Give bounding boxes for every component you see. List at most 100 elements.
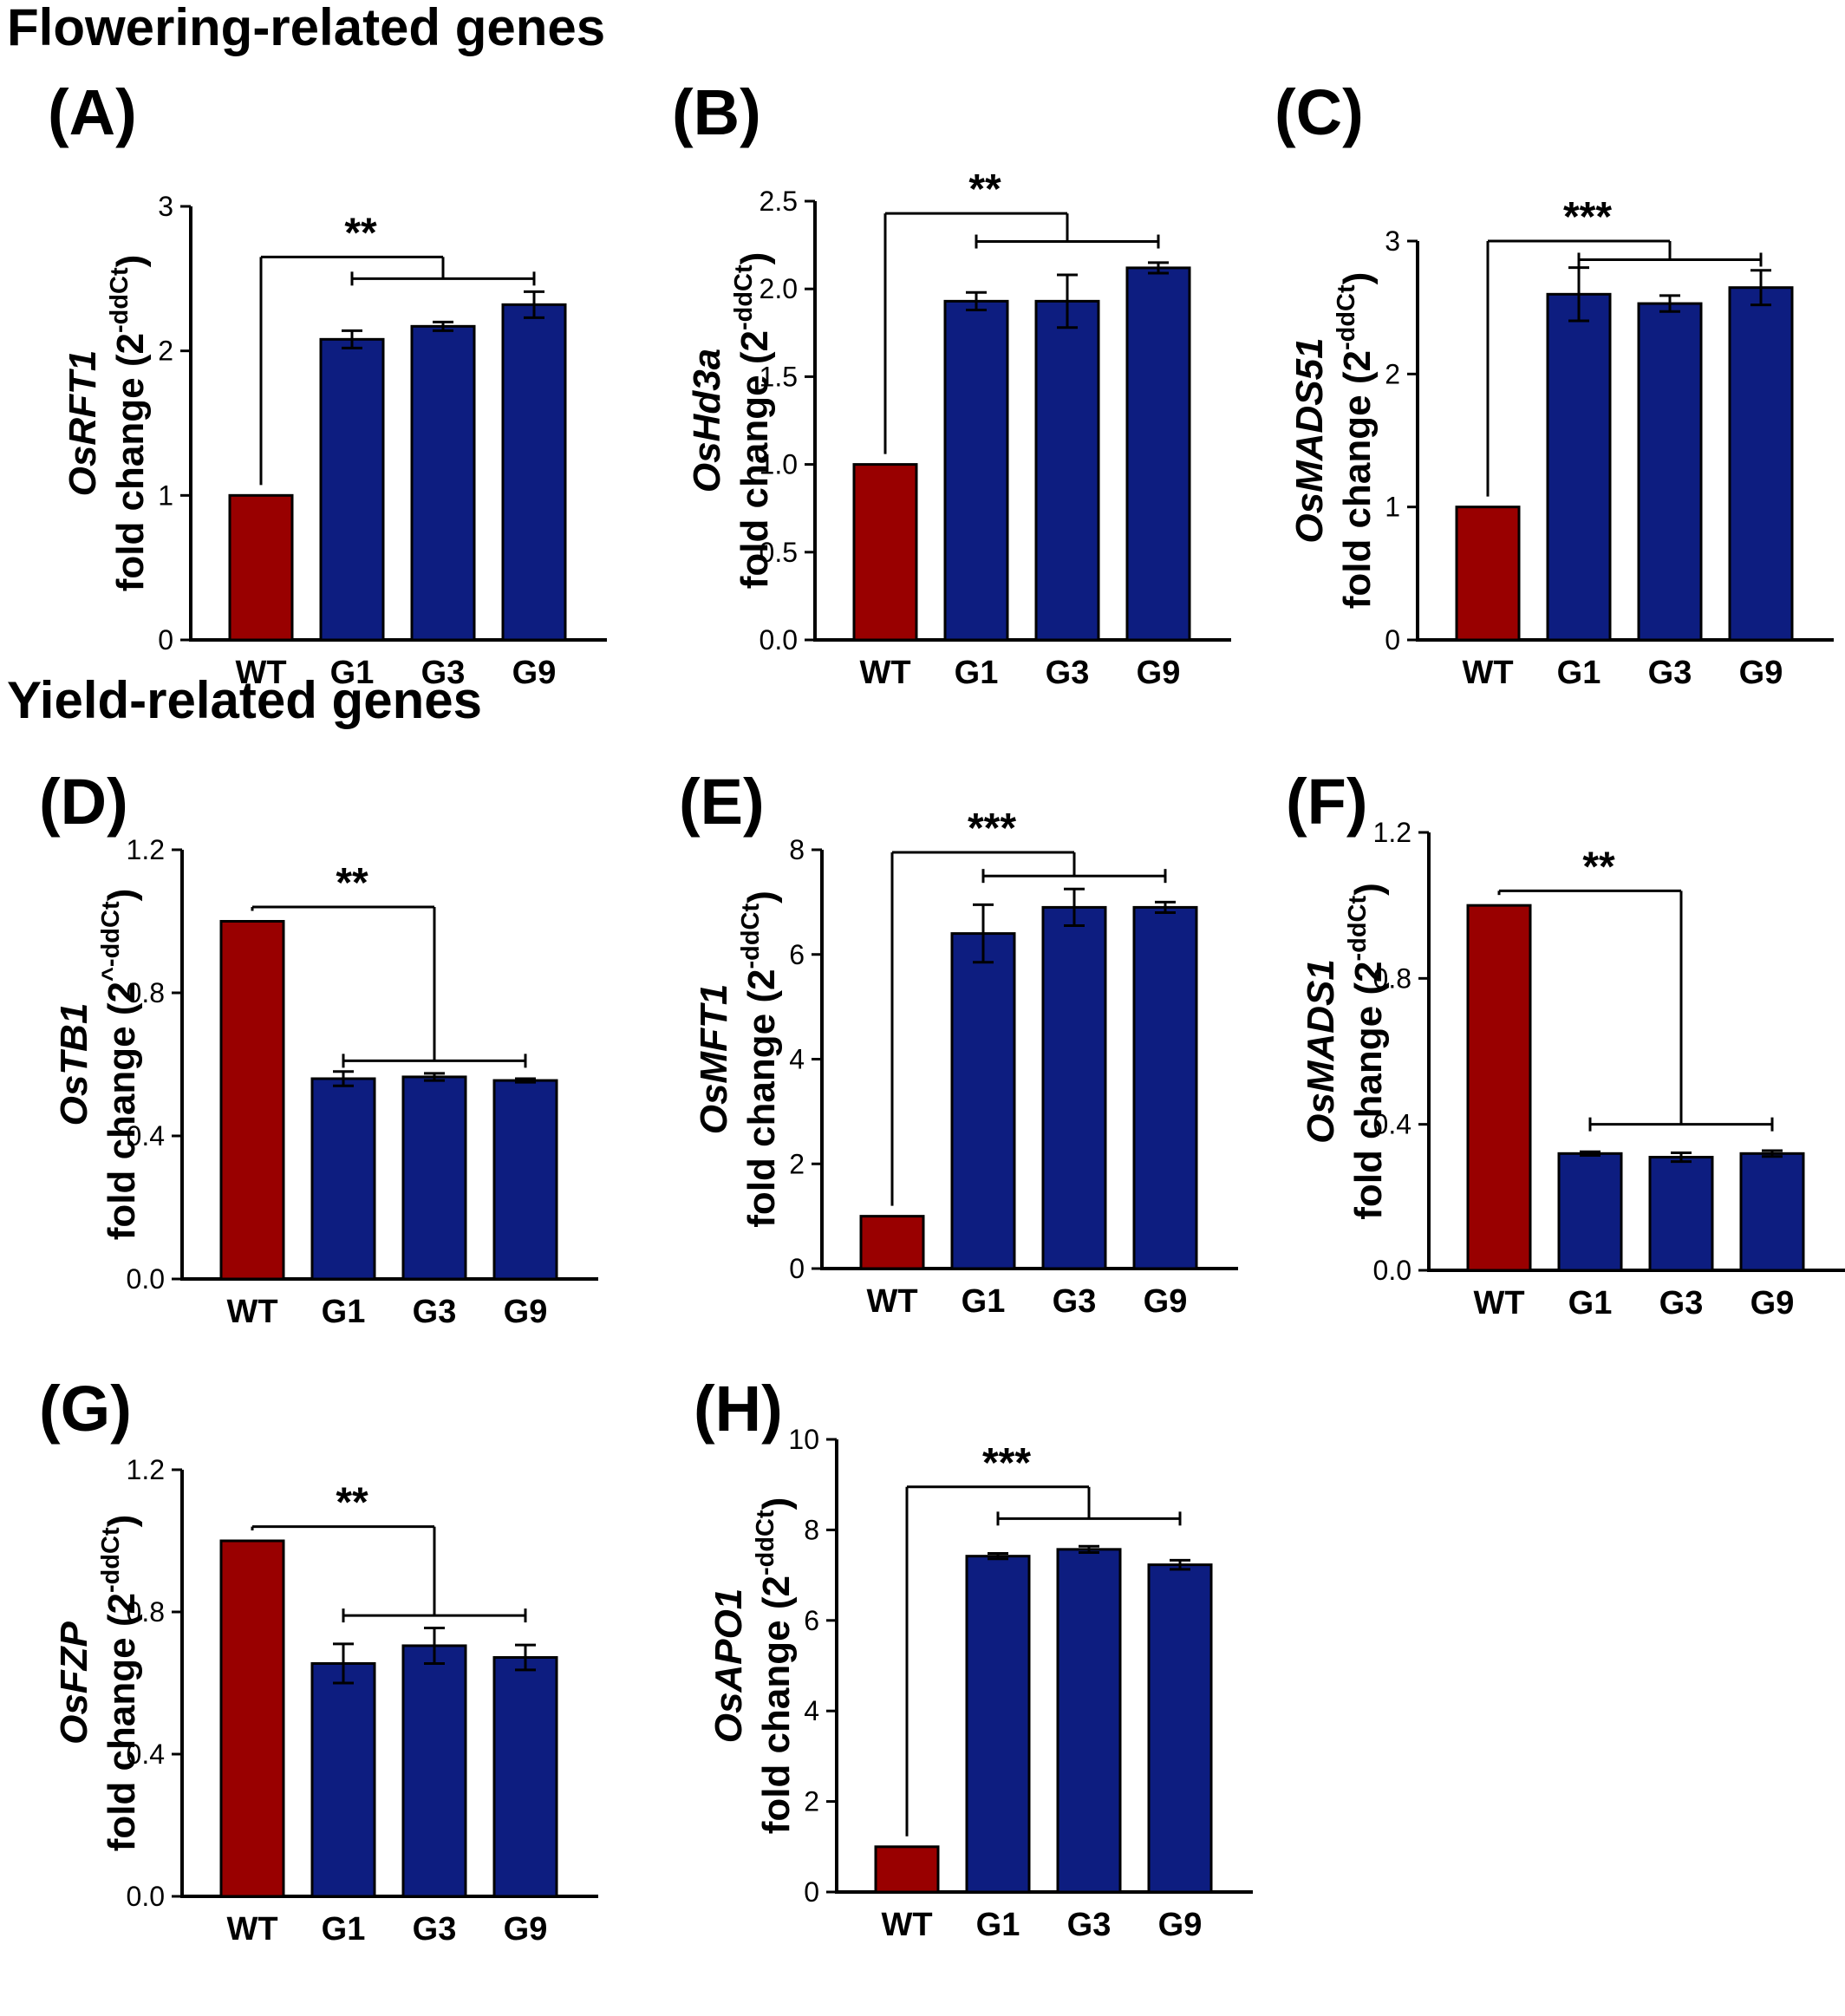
bar-g1 <box>965 1555 1031 1894</box>
bar-g9 <box>1125 266 1191 642</box>
y-axis-label-close: ) <box>101 1515 143 1528</box>
y-axis-label-close: ) <box>101 889 143 902</box>
y-tick-label: 2.0 <box>760 273 798 304</box>
bar-wt <box>1455 506 1521 642</box>
y-axis-label-superscript: -ddCt <box>1344 896 1372 962</box>
category-label: G1 <box>955 655 999 691</box>
bar-chart-svg: (A) 0 1 2 3 WT G1 G3 G9 ** OsRFT1 fold change (2-dd… <box>48 76 607 691</box>
y-axis-label: OsMADS1 fold change (2-ddCt) <box>1300 883 1390 1220</box>
y-tick-label: 4 <box>804 1695 819 1726</box>
y-axis-label-gene: OsHd3a <box>686 349 728 493</box>
y-axis-label-unit: fold change (2-ddCt) <box>737 891 783 1228</box>
category-label: WT <box>226 1294 277 1330</box>
y-axis-label-superscript: -ddCt <box>106 267 134 333</box>
y-axis-label-unit-text: fold change (2 <box>101 1593 143 1851</box>
category-label: G3 <box>1648 655 1692 691</box>
y-axis-label: OsHd3a fold change (2-ddCt) <box>686 252 776 590</box>
significance-stars: *** <box>982 1440 1031 1486</box>
y-tick-label: 1.5 <box>760 361 798 392</box>
category-label: G3 <box>1053 1283 1097 1320</box>
category-label: G1 <box>322 1294 366 1330</box>
y-axis-label-unit: fold change (2-ddCt) <box>730 252 776 590</box>
category-label: WT <box>866 1283 917 1320</box>
y-axis-label-gene: OsMADS1 <box>1300 959 1342 1144</box>
y-tick-label: 2 <box>804 1786 819 1817</box>
category-label: G3 <box>421 655 466 691</box>
chart-panel-b: (B) 0.0 0.5 1.0 1.5 2.0 2.5 WT G1 G3 G9 ** OsHd3a fol… <box>659 61 1231 720</box>
bar-g1 <box>943 299 1009 642</box>
category-label: WT <box>1462 655 1513 691</box>
bar-wt <box>219 920 285 1281</box>
y-axis-label: OsMADS51 fold change (2-ddCt) <box>1288 272 1379 610</box>
significance-stars: ** <box>344 210 377 256</box>
y-axis-label-gene: OsAPO1 <box>707 1589 750 1744</box>
bar-g3 <box>401 1644 467 1898</box>
y-tick-label: 6 <box>789 939 805 970</box>
y-tick-label: 10 <box>788 1424 819 1455</box>
chart-panel-g: (G) 0.0 0.4 0.8 1.2 WT G1 G3 G9 ** OsFZP fold chang… <box>26 1357 598 2016</box>
bar-chart-svg: (D) 0.0 0.4 0.8 1.2 WT G1 G3 G9 ** OsTB1 fold chang… <box>39 766 598 1330</box>
category-label: G9 <box>512 655 557 691</box>
bar-g3 <box>1034 299 1100 642</box>
y-tick-label: 0 <box>789 1253 805 1284</box>
y-tick-label: 6 <box>804 1605 819 1636</box>
category-label: G9 <box>504 1294 548 1330</box>
panel-letter: (H) <box>694 1373 783 1445</box>
chart-panel-c: (C) 0 1 2 3 WT G1 G3 G9 *** OsMADS51 fold change (2… <box>1262 61 1834 720</box>
bar-g3 <box>1041 905 1107 1270</box>
y-axis-label: OsFZP fold change (2-ddCt) <box>53 1515 143 1852</box>
category-label: G1 <box>976 1907 1020 1943</box>
y-axis-label-close: ) <box>1347 883 1390 896</box>
bar-wt <box>219 1539 285 1898</box>
chart-panel-h: (H) 0 2 4 6 8 10 WT G1 G3 G9 *** OsAPO1 fold change (… <box>681 1357 1253 2016</box>
y-tick-label: 0 <box>158 624 173 656</box>
significance-stars: ** <box>968 166 1001 212</box>
y-tick-label: 0.4 <box>127 1120 165 1152</box>
y-axis-label: OsRFT1 fold change (2-ddCt) <box>62 255 152 592</box>
y-tick-label: 0.0 <box>760 624 798 656</box>
bar-chart-svg: (C) 0 1 2 3 WT G1 G3 G9 *** OsMADS51 fold change (2… <box>1275 76 1834 691</box>
y-axis-label-superscript: -ddCt <box>752 1510 779 1576</box>
chart-panel-e: (E) 0 2 4 6 8 WT G1 G3 G9 *** OsMFT1 fold change (2-… <box>666 750 1238 1409</box>
y-axis-label-superscript: ^-ddCt <box>97 901 125 982</box>
bar-g1 <box>1546 292 1612 642</box>
y-tick-label: 0 <box>1385 624 1400 656</box>
y-axis-label-superscript: -ddCt <box>737 904 765 969</box>
bar-wt <box>859 1215 925 1270</box>
y-tick-label: 0.0 <box>1373 1255 1411 1286</box>
y-axis-label: OsMFT1 fold change (2-ddCt) <box>693 891 783 1228</box>
category-label: G1 <box>1568 1285 1613 1321</box>
bar-g3 <box>1648 1156 1714 1272</box>
y-axis-label-unit: fold change (2-ddCt) <box>752 1497 798 1835</box>
y-axis-label: OsTB1 fold change (2^-ddCt) <box>53 889 143 1241</box>
y-tick-label: 8 <box>789 834 805 865</box>
category-label: G1 <box>330 655 375 691</box>
category-label: WT <box>226 1911 277 1947</box>
y-axis-label-close: ) <box>755 1497 798 1510</box>
y-tick-label: 2 <box>789 1148 805 1179</box>
category-label: WT <box>1473 1285 1524 1321</box>
y-axis-label-gene: OsMADS51 <box>1288 337 1331 543</box>
category-label: G1 <box>1557 655 1601 691</box>
y-axis-label-close: ) <box>740 891 783 904</box>
y-axis-label-gene: OsTB1 <box>53 1003 95 1126</box>
y-tick-label: 0.0 <box>127 1263 165 1295</box>
category-label: G9 <box>1750 1285 1795 1321</box>
y-axis-label-superscript: -ddCt <box>730 264 758 330</box>
category-label: G9 <box>1739 655 1783 691</box>
bar-g1 <box>310 1661 376 1898</box>
y-tick-label: 4 <box>789 1044 805 1075</box>
bar-chart-svg: (F) 0.0 0.4 0.8 1.2 WT G1 G3 G9 ** OsMADS1 fold cha… <box>1286 766 1845 1321</box>
panel-letter: (C) <box>1275 76 1364 148</box>
category-label: G3 <box>1659 1285 1704 1321</box>
category-label: G9 <box>1137 655 1181 691</box>
bar-g1 <box>319 337 385 642</box>
bar-g9 <box>1739 1152 1805 1272</box>
category-label: WT <box>881 1907 932 1943</box>
panel-letter: (D) <box>39 766 128 838</box>
y-tick-label: 0.8 <box>127 1596 165 1628</box>
bar-wt <box>228 493 294 642</box>
category-label: G9 <box>1158 1907 1203 1943</box>
y-axis-label-gene: OsFZP <box>53 1621 95 1744</box>
y-tick-label: 0.4 <box>1373 1109 1411 1140</box>
